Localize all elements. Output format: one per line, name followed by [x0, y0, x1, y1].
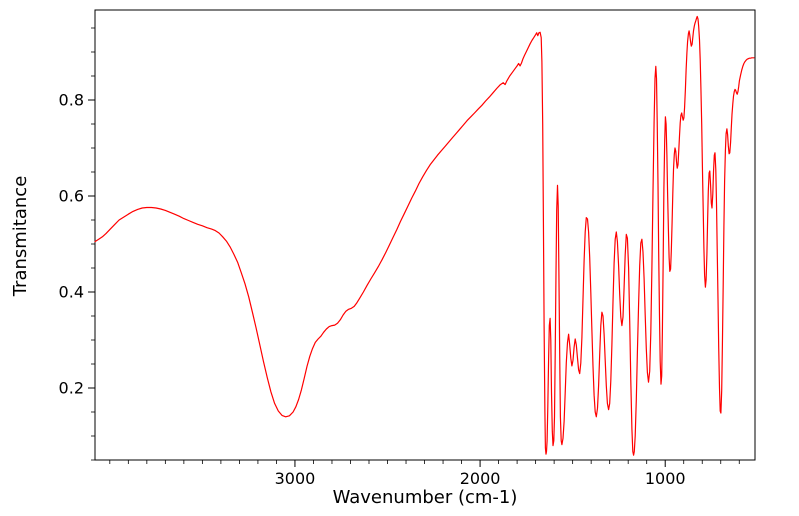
plot-frame	[94, 9, 756, 461]
y-axis-title: Transmitance	[10, 175, 31, 297]
y-tick-label: 0.6	[59, 187, 84, 206]
spectrum-line	[94, 15, 755, 456]
y-tick-label: 0.4	[59, 283, 84, 302]
x-axis-title: Wavenumber (cm-1)	[332, 487, 518, 508]
x-tick-label: 3000	[275, 469, 316, 488]
x-tick-label: 2000	[460, 469, 501, 488]
x-tick-label: 1000	[645, 469, 686, 488]
y-tick-label: 0.8	[59, 91, 84, 110]
y-tick-label: 0.2	[59, 379, 84, 398]
